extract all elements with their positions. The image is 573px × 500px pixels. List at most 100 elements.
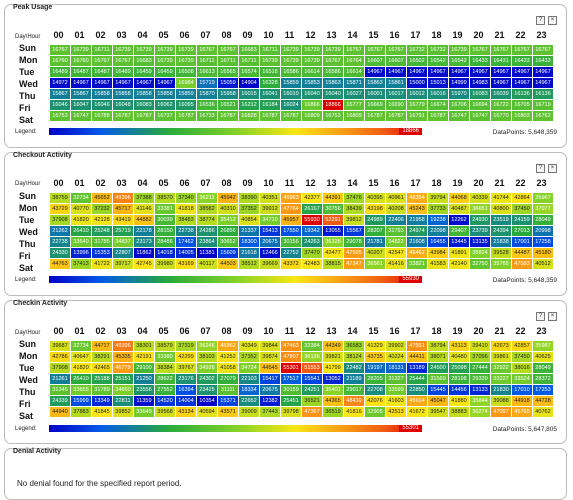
close-icon[interactable]: × bbox=[548, 312, 557, 321]
hour-label: 04 bbox=[137, 178, 148, 188]
heatmap-grid: 39687 32734 44717 49396 38301 38579 37319 36246… bbox=[49, 340, 554, 418]
heatmap-cell: 55301 bbox=[281, 363, 302, 374]
heatmap-cell: 15958 bbox=[218, 89, 239, 100]
heatmap-cell: 15059 bbox=[218, 78, 239, 89]
heatmap-cell: 47347 bbox=[344, 259, 365, 270]
heatmap-cell: 28198 bbox=[449, 374, 470, 385]
help-icon[interactable]: ? bbox=[536, 312, 545, 321]
heatmap-cell: 47367 bbox=[302, 407, 323, 418]
heatmap-cell: 47807 bbox=[281, 352, 302, 363]
heatmap-cell: 30156 bbox=[281, 237, 302, 248]
heatmap-cell: 15858 bbox=[92, 89, 113, 100]
heatmap-cell: 42483 bbox=[302, 259, 323, 270]
heatmap-cell: 38512 bbox=[239, 259, 260, 270]
heatmap-cell: 16767 bbox=[533, 45, 554, 56]
heatmap-cell: 39902 bbox=[386, 341, 407, 352]
heatmap-cell: 43134 bbox=[176, 407, 197, 418]
heatmap-cell: 12262 bbox=[449, 215, 470, 226]
panel-icons: ? × bbox=[536, 164, 557, 173]
heatmap-cell: 22178 bbox=[134, 226, 155, 237]
hour-label: 23 bbox=[536, 178, 547, 188]
heatmap-cell: 42140 bbox=[449, 259, 470, 270]
heatmap-cell: 14967 bbox=[491, 78, 512, 89]
heatmap-cell: 16767 bbox=[491, 45, 512, 56]
help-icon[interactable]: ? bbox=[536, 164, 545, 173]
heatmap-cell: 42864 bbox=[512, 193, 533, 204]
heatmap-cell: 16809 bbox=[302, 111, 323, 122]
heatmap-cell: 16433 bbox=[470, 56, 491, 67]
legend-bar: 18866 bbox=[49, 128, 422, 135]
heatmap-cell: 29100 bbox=[134, 363, 155, 374]
heatmap-cell: 15567 bbox=[344, 226, 365, 237]
heatmap-cell: 37319 bbox=[176, 341, 197, 352]
heatmap-cell: 45180 bbox=[533, 248, 554, 259]
heatmap-cell: 16431 bbox=[491, 56, 512, 67]
hour-label: 07 bbox=[200, 178, 211, 188]
close-icon[interactable]: × bbox=[548, 16, 557, 25]
hour-header: 00 01 02 03 04 05 06 07 08 09 10 11 12 13 14 15 16 17 18 19… bbox=[48, 178, 552, 188]
heatmap-cell: 23739 bbox=[470, 226, 491, 237]
heatmap-cell: 16762 bbox=[533, 111, 554, 122]
heatmap-cell: 44728 bbox=[533, 396, 554, 407]
hour-label: 02 bbox=[95, 178, 106, 188]
hour-label: 06 bbox=[179, 30, 190, 40]
heatmap-cell: 44717 bbox=[92, 341, 113, 352]
heatmap-cell: 16041 bbox=[260, 89, 281, 100]
heatmap-cell: 16487 bbox=[92, 67, 113, 78]
datapoints-count: DataPoints: 5,648,359 bbox=[492, 129, 557, 136]
heatmap-cell: 16574 bbox=[239, 67, 260, 78]
heatmap-cell: 28622 bbox=[155, 374, 176, 385]
heatmap-cell: 16487 bbox=[71, 67, 92, 78]
heatmap-cell: 17462 bbox=[176, 237, 197, 248]
heatmap-cell: 16791 bbox=[407, 111, 428, 122]
heatmap-cell: 16767 bbox=[365, 45, 386, 56]
heatmap-cell: 16753 bbox=[50, 111, 71, 122]
close-icon[interactable]: × bbox=[548, 164, 557, 173]
heatmap-cell: 36274 bbox=[470, 407, 491, 418]
heatmap-cell: 42857 bbox=[512, 341, 533, 352]
heatmap-cell: 41672 bbox=[407, 407, 428, 418]
heatmap-cell: 16212 bbox=[239, 100, 260, 111]
heatmap-cell: 38774 bbox=[197, 215, 218, 226]
heatmap-cell: 44391 bbox=[323, 193, 344, 204]
hour-label: 10 bbox=[263, 30, 274, 40]
hour-label: 10 bbox=[263, 326, 274, 336]
heatmap-cell: 39528 bbox=[491, 248, 512, 259]
heatmap-cell: 13135 bbox=[470, 237, 491, 248]
heatmap-cell: 38759 bbox=[50, 193, 71, 204]
hour-label: 21 bbox=[494, 30, 505, 40]
heatmap-cell: 16614 bbox=[344, 67, 365, 78]
heatmap-cell: 40800 bbox=[491, 204, 512, 215]
heatmap-cell: 42377 bbox=[302, 193, 323, 204]
heatmap-cell: 38815 bbox=[323, 259, 344, 270]
heatmap-cell: 43169 bbox=[176, 259, 197, 270]
heatmap-cell: 44068 bbox=[449, 193, 470, 204]
hour-label: 17 bbox=[410, 30, 421, 40]
heatmap-cell: 14967 bbox=[512, 78, 533, 89]
heatmap-cell: 14967 bbox=[470, 67, 491, 78]
panel-icons: ? × bbox=[536, 16, 557, 25]
heatmap-cell: 39669 bbox=[260, 259, 281, 270]
heatmap-cell: 24989 bbox=[365, 215, 386, 226]
heatmap-cell: 40854 bbox=[239, 215, 260, 226]
heatmap-cell: 39410 bbox=[470, 341, 491, 352]
heatmap-cell: 15999 bbox=[71, 396, 92, 407]
heatmap-cell: 14967 bbox=[113, 78, 134, 89]
hour-label: 10 bbox=[263, 178, 274, 188]
heatmap-cell: 16502 bbox=[407, 56, 428, 67]
help-icon[interactable]: ? bbox=[536, 16, 545, 25]
heatmap-cell: 31569 bbox=[428, 374, 449, 385]
heatmap-cell: 14967 bbox=[533, 67, 554, 78]
heatmap-cell: 23176 bbox=[176, 374, 197, 385]
day-label: Sun bbox=[19, 43, 36, 53]
heatmap-cell: 31111 bbox=[218, 385, 239, 396]
heatmap-cell: 16542 bbox=[449, 56, 470, 67]
hour-label: 13 bbox=[326, 178, 337, 188]
heatmap-cell: 47551 bbox=[407, 341, 428, 352]
heatmap-cell: 16711 bbox=[197, 56, 218, 67]
heatmap-cell: 16777 bbox=[344, 100, 365, 111]
heatmap-cell: 38570 bbox=[155, 193, 176, 204]
heatmap-cell: 36651 bbox=[470, 204, 491, 215]
heatmap-cell: 26410 bbox=[71, 226, 92, 237]
hour-label: 21 bbox=[494, 178, 505, 188]
